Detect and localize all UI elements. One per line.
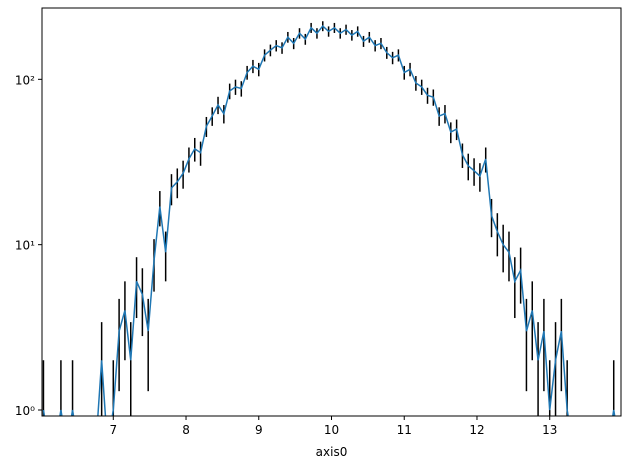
data-line <box>42 24 616 416</box>
x-axis-label: axis0 <box>316 445 348 459</box>
y-tick-label: 10¹ <box>15 239 35 253</box>
y-tick-label: 10² <box>15 73 35 87</box>
x-tick-label: 12 <box>469 423 484 437</box>
x-tick-label: 11 <box>397 423 412 437</box>
y-tick-label: 10⁰ <box>15 404 35 418</box>
x-tick-label: 10 <box>324 423 339 437</box>
x-tick-label: 8 <box>182 423 190 437</box>
axes-frame <box>41 7 622 417</box>
x-tick-label: 9 <box>255 423 263 437</box>
x-tick-label: 13 <box>542 423 557 437</box>
x-tick-label: 7 <box>109 423 117 437</box>
plot-area <box>42 21 616 416</box>
